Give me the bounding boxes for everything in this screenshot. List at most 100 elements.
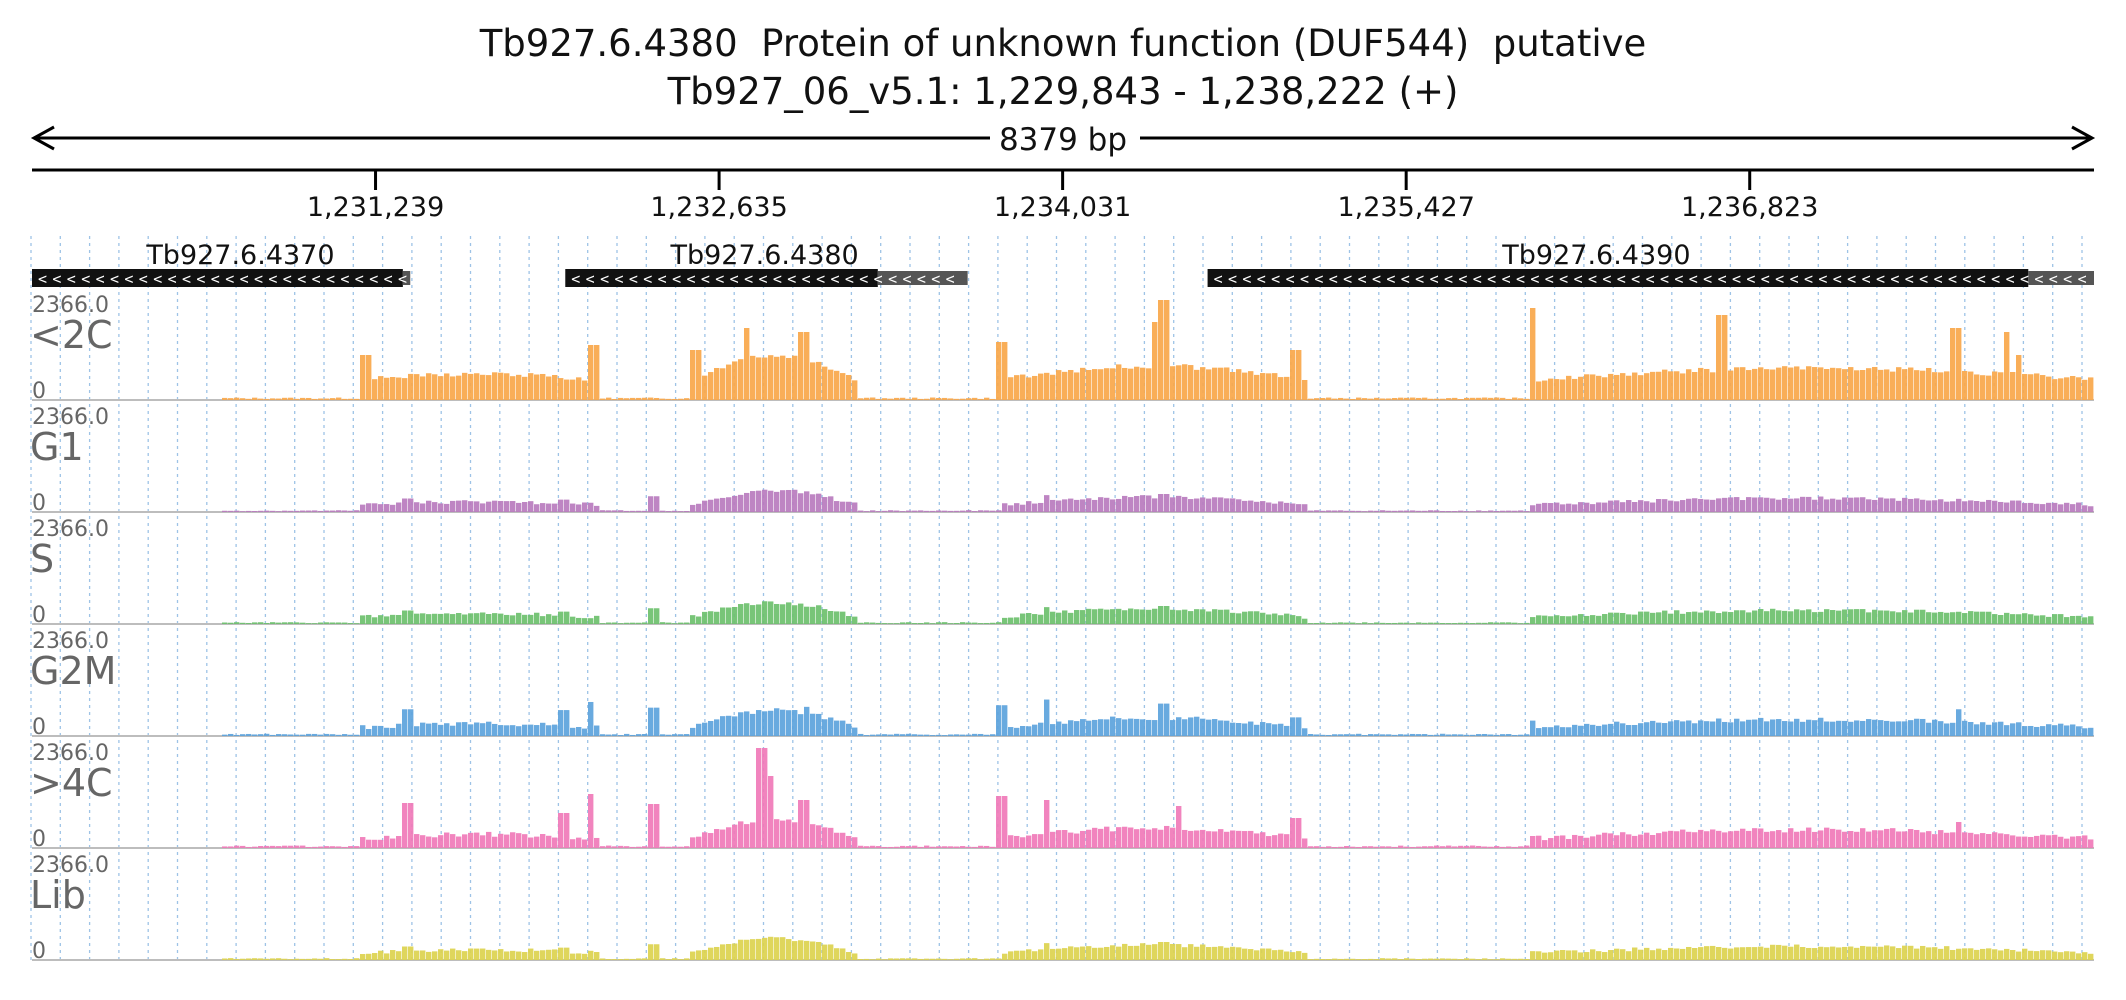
coverage-bar: [2058, 378, 2064, 400]
coverage-bar: [1848, 609, 1854, 624]
coverage-bar: [2022, 948, 2028, 960]
coverage-bar: [1836, 499, 1842, 512]
coverage-bar: [954, 398, 960, 400]
coverage-bar: [1182, 719, 1188, 736]
coverage-bar: [672, 398, 678, 400]
coverage-bar: [468, 613, 474, 624]
coverage-bar: [1788, 946, 1794, 960]
coverage-bar: [858, 510, 864, 512]
coverage-bar: [1908, 367, 1914, 400]
gene-utr-block[interactable]: [877, 271, 968, 285]
gene-utr-block[interactable]: [2028, 271, 2094, 285]
coverage-bar: [912, 958, 918, 960]
coverage-bar: [708, 720, 714, 736]
coverage-bars: [222, 601, 2094, 624]
coverage-bar: [1182, 829, 1188, 848]
coverage-bar: [1020, 950, 1026, 960]
coverage-bar: [582, 953, 588, 960]
gene-name-label[interactable]: Tb927.6.4390: [1501, 240, 1690, 271]
coverage-bar: [1644, 947, 1650, 960]
coverage-bar: [1248, 611, 1254, 624]
coverage-bar: [1776, 610, 1782, 624]
coverage-bar: [804, 800, 810, 848]
coverage-bar: [828, 369, 834, 400]
coverage-bar: [1008, 835, 1014, 848]
coverage-bar: [228, 733, 234, 736]
coverage-bar: [1794, 944, 1800, 960]
coverage-bar: [1446, 398, 1452, 400]
coverage-bar: [1542, 840, 1548, 848]
coverage-bar: [708, 499, 714, 512]
coverage-bar: [1536, 835, 1542, 848]
coverage-bar: [1800, 369, 1806, 400]
coverage-bar: [468, 724, 474, 736]
gene-cds-block[interactable]: [565, 269, 878, 287]
coverage-bar: [1068, 946, 1074, 960]
coverage-bar: [1260, 501, 1266, 512]
gene-utr-block[interactable]: [402, 271, 411, 285]
track-min-label: 0: [32, 379, 46, 404]
coverage-bar: [1404, 397, 1410, 400]
coverage-bar: [882, 734, 888, 736]
coverage-bar: [276, 958, 282, 960]
coverage-bar: [1410, 733, 1416, 736]
gene-cds-block[interactable]: [32, 269, 403, 287]
ruler-tick-label: 1,231,239: [307, 192, 444, 223]
coverage-bar: [1218, 829, 1224, 848]
coverage-bar: [780, 820, 786, 848]
coverage-bar: [1248, 830, 1254, 848]
coverage-bar: [432, 951, 438, 960]
coverage-bar: [1002, 342, 1008, 400]
coverage-bar: [1872, 830, 1878, 848]
gene-model[interactable]: < < < < < < < < < < < < < < < < < < < < < < < < < < < < < < < < < < < < < < < <…: [1207, 240, 2094, 288]
coverage-bar: [720, 368, 726, 400]
coverage-bar: [348, 959, 354, 960]
coverage-bar: [2058, 836, 2064, 848]
coverage-bar: [1260, 832, 1266, 848]
gene-model[interactable]: < < < < < < < < < < < < < < < < < < < < < < < < < < <Tb927.6.4380: [565, 240, 968, 288]
coverage-bar: [1512, 397, 1518, 400]
coverage-bar: [1776, 719, 1782, 736]
coverage-bar: [690, 504, 696, 512]
coverage-bar: [762, 489, 768, 512]
track-min-label: 0: [32, 491, 46, 516]
coverage-bar: [1842, 831, 1848, 848]
coverage-bar: [1008, 505, 1014, 512]
coverage-bar: [1830, 367, 1836, 400]
coverage-bar: [528, 948, 534, 960]
svg-text:<: <: [225, 270, 234, 288]
coverage-bar: [912, 397, 918, 400]
coverage-bar: [1962, 948, 1968, 960]
svg-text:<: <: [1660, 270, 1669, 288]
gene-name-label[interactable]: Tb927.6.4370: [145, 240, 334, 271]
svg-text:<: <: [773, 270, 782, 288]
svg-text:<: <: [1487, 270, 1496, 288]
coverage-bar: [1326, 734, 1332, 736]
coverage-bar: [990, 398, 996, 400]
coverage-bar: [1980, 722, 1986, 736]
track-max-label: 2366.0: [32, 629, 109, 654]
gene-name-label[interactable]: Tb927.6.4380: [669, 240, 858, 271]
coverage-bar: [1434, 622, 1440, 624]
coverage-bar: [1134, 829, 1140, 848]
coverage-bar: [366, 614, 372, 624]
coverage-bar: [864, 511, 870, 512]
coverage-bar: [552, 724, 558, 736]
coverage-bar: [2040, 375, 2046, 400]
svg-text:<: <: [658, 270, 667, 288]
coverage-bar: [1842, 497, 1848, 512]
coverage-bar: [1026, 613, 1032, 624]
coverage-bar: [990, 734, 996, 736]
coverage-bar: [1596, 834, 1602, 848]
coverage-bar: [1140, 828, 1146, 848]
gene-cds-block[interactable]: [1207, 269, 2029, 287]
coverage-bar: [954, 623, 960, 624]
coverage-bar: [1224, 367, 1230, 400]
coverage-bar: [1092, 369, 1098, 400]
coverage-bar: [1440, 623, 1446, 624]
coverage-bar: [1536, 615, 1542, 624]
coverage-bar: [252, 622, 258, 624]
coverage-bar: [1542, 502, 1548, 512]
gene-model[interactable]: < < < < < < < < < < < < < < < < < < < < < < < < < <Tb927.6.4370: [32, 240, 411, 288]
